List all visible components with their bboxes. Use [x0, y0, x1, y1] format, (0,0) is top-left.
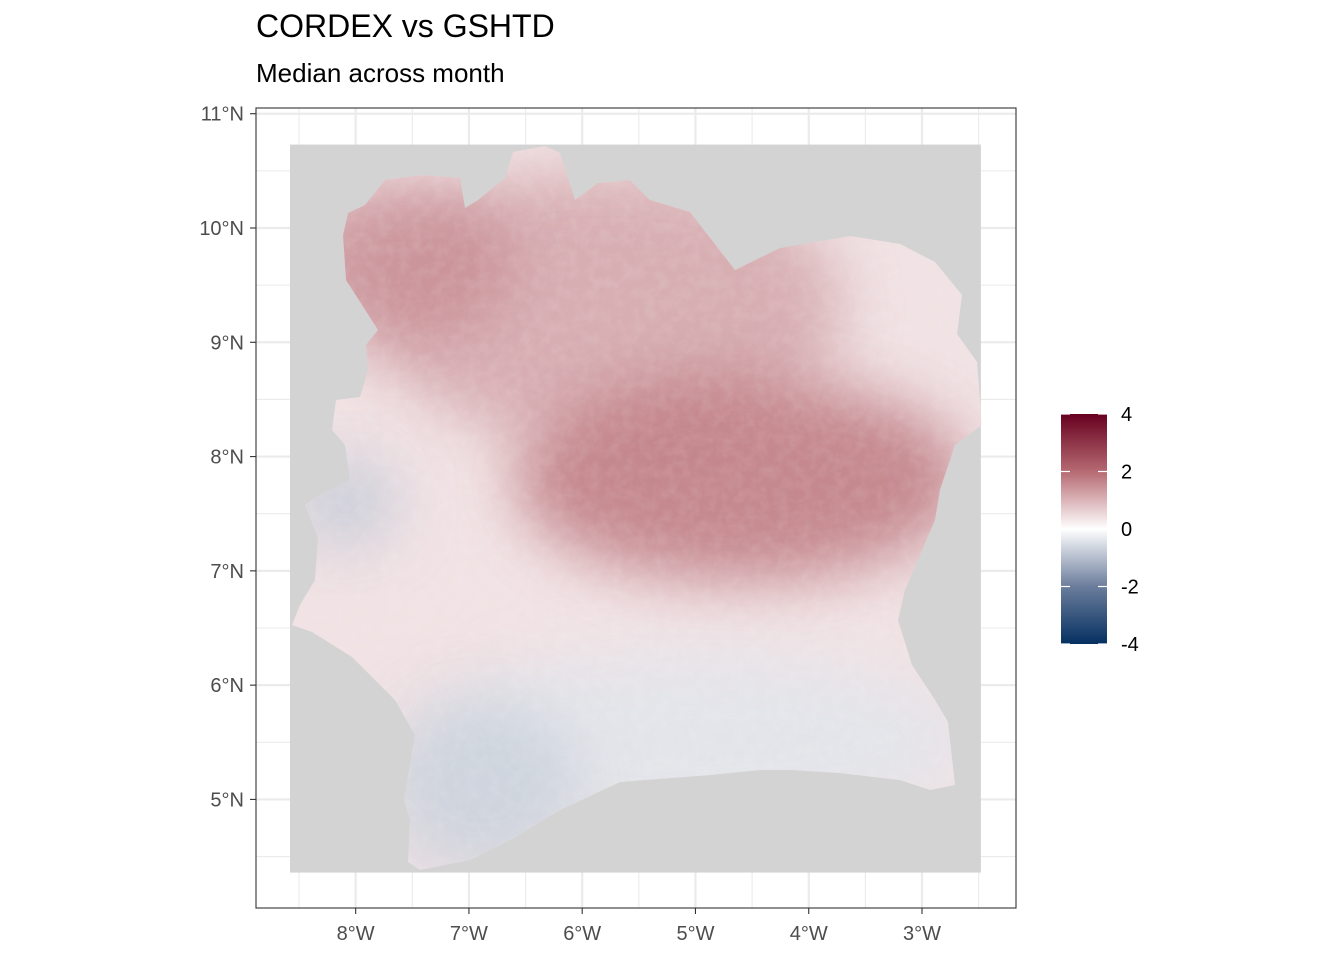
x-tick-label: 8°W — [337, 923, 375, 945]
legend-label: -2 — [1121, 577, 1139, 599]
x-axis-labels: 8°W 7°W 6°W 5°W 4°W 3°W — [337, 923, 941, 945]
y-tick-label: 5°N — [210, 789, 244, 811]
y-tick-label: 9°N — [210, 332, 244, 354]
panel-border — [255, 107, 1017, 909]
legend-label: 2 — [1121, 462, 1132, 484]
y-tick-label: 7°N — [210, 561, 244, 583]
legend-label: 0 — [1121, 519, 1132, 541]
y-tick-label: 10°N — [199, 218, 244, 240]
y-tick-label: 6°N — [210, 675, 244, 697]
chart-title: CORDEX vs GSHTD — [256, 8, 555, 44]
y-tick-label: 11°N — [201, 104, 244, 126]
legend: 4 2 0 -2 -4 — [1061, 404, 1139, 656]
legend-label: 4 — [1121, 404, 1132, 426]
raster-country — [292, 146, 981, 870]
x-tick-label: 6°W — [563, 923, 601, 945]
y-tick-label: 8°N — [210, 447, 244, 469]
y-axis-labels: 5°N 6°N 7°N 8°N 9°N 10°N 11°N — [199, 104, 244, 812]
x-tick-label: 4°W — [790, 923, 828, 945]
legend-label: -4 — [1121, 634, 1139, 656]
chart-subtitle: Median across month — [256, 58, 505, 88]
axis-ticks — [250, 113, 923, 914]
x-tick-label: 7°W — [450, 923, 488, 945]
x-tick-label: 3°W — [903, 923, 941, 945]
x-tick-label: 5°W — [676, 923, 714, 945]
